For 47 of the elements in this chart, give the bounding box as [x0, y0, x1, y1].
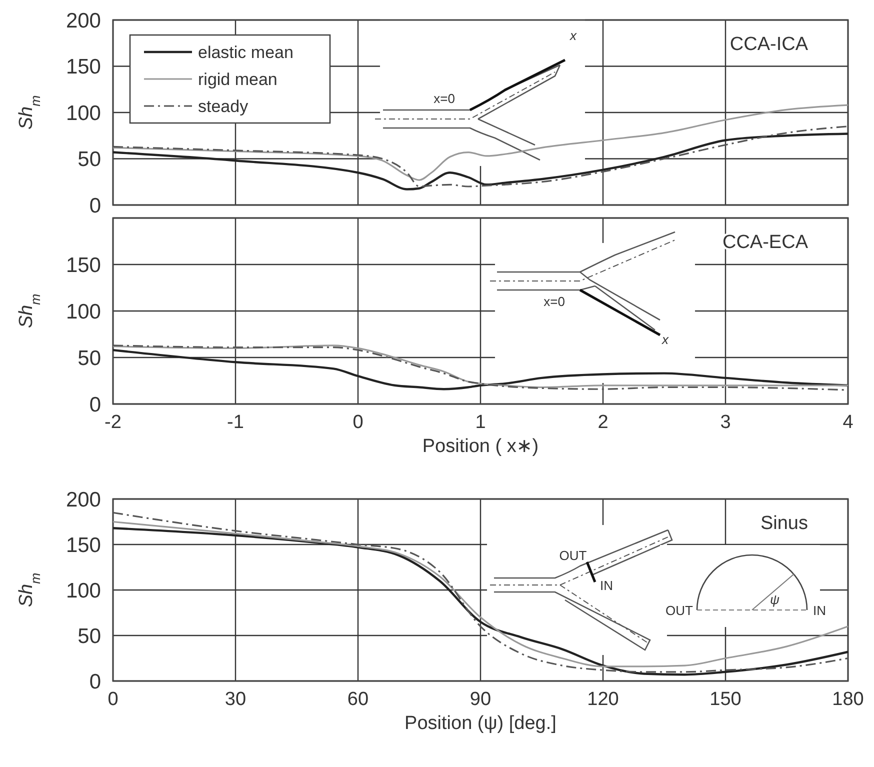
x-tick-label: 0 [108, 689, 118, 710]
annotation: x=0 [544, 294, 565, 309]
legend-label: rigid mean [198, 70, 278, 89]
x-tick-label: 2 [598, 412, 608, 433]
annotation: Sinus [760, 513, 808, 534]
x-tick-label: -2 [104, 412, 122, 433]
x-tick-label: 3 [720, 412, 731, 433]
line-series [112, 132, 850, 190]
y-tick-label: 150 [66, 534, 101, 557]
y-tick-label: 150 [66, 56, 101, 79]
annotation: IN [600, 578, 613, 593]
x-tick-label: 0 [352, 412, 364, 433]
y-tick-label: 150 [66, 254, 101, 277]
annotation: x [569, 28, 577, 43]
x-tick-label: -1 [227, 412, 244, 433]
y-tick-label: 100 [66, 579, 101, 602]
x-tick-label: 60 [347, 689, 369, 710]
annotation: OUT [559, 548, 587, 563]
line-series [112, 126, 849, 188]
annotation: x=0 [434, 91, 455, 106]
legend-label: steady [198, 96, 249, 116]
y-tick-label: 200 [66, 488, 101, 512]
y-tick-label: 0 [89, 670, 101, 694]
x-tick-label: 1 [475, 412, 486, 433]
x-tick-label: 150 [710, 689, 742, 710]
y-tick-label: 100 [66, 300, 101, 324]
x-tick-label: 180 [832, 689, 864, 710]
y-tick-label: 0 [89, 194, 101, 218]
annotation: IN [813, 603, 826, 618]
x-tick-label: 120 [587, 689, 619, 710]
annotation: x [661, 332, 669, 347]
y-tick-label: 0 [89, 393, 101, 416]
x-tick-label: 30 [224, 689, 246, 710]
legend-label: elastic mean [198, 42, 294, 62]
annotation: CCA-ICA [730, 34, 808, 55]
annotation: OUT [666, 603, 694, 618]
annotation: ψ [770, 592, 780, 607]
x-axis-title: Position (ψ) [deg.] [404, 713, 556, 734]
x-tick-label: 90 [470, 689, 492, 710]
x-axis-title: Position ( x∗) [422, 436, 539, 457]
y-tick-label: 50 [78, 624, 101, 648]
angle-diagram: OUT IN ψ [660, 545, 826, 627]
x-tick-label: 4 [842, 412, 854, 433]
y-tick-label: 200 [66, 9, 101, 32]
y-tick-label: 50 [78, 148, 101, 172]
y-tick-label: 50 [78, 346, 101, 370]
y-tick-label: 100 [66, 102, 101, 125]
